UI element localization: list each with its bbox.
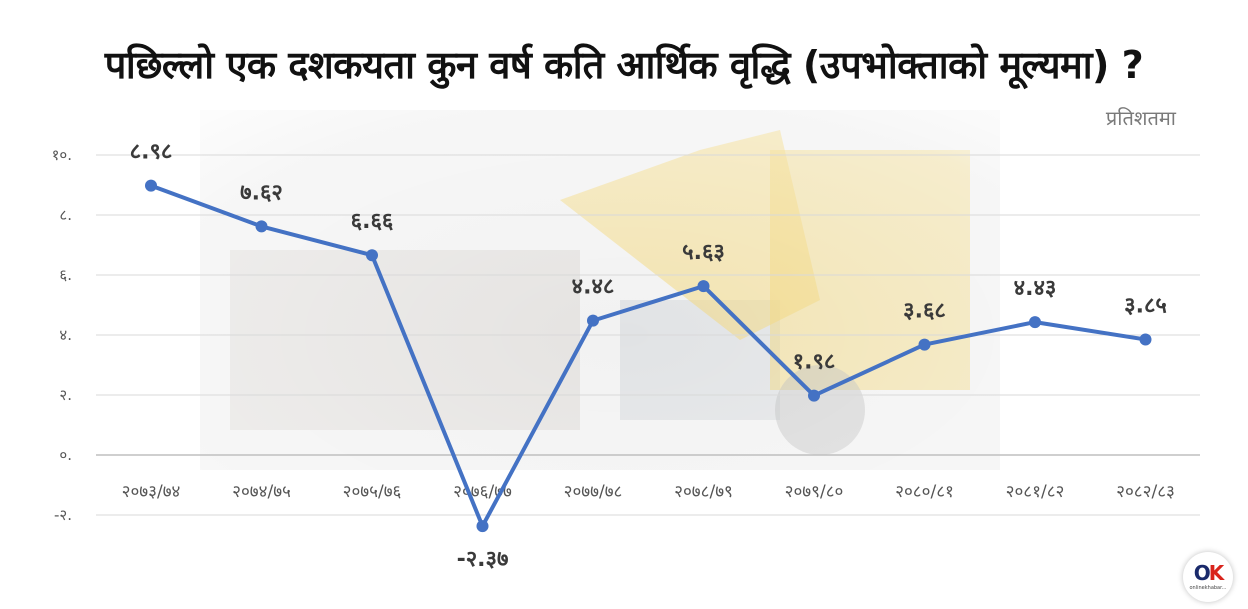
series-line [150,183,1146,529]
x-tick-label: २०८०/८१ [895,482,954,502]
data-point [697,280,710,293]
chart-title: पछिल्लो एक दशकयता कुन वर्ष कति आर्थिक वृ… [104,43,1144,87]
data-label: ८.९८ [130,140,173,165]
logo-mark-o: O [1193,561,1211,585]
data-point [476,520,489,533]
y-tick-label: -२. [54,506,72,524]
x-tick-label: २०७३/७४ [122,482,181,502]
data-label: ४.४३ [1014,276,1057,301]
data-label: ५.६३ [682,240,725,265]
data-point [255,220,268,233]
data-point [587,314,599,327]
onlinekhabar-logo: OK onlinekhabar... [1183,552,1233,602]
y-tick-label: २. [59,386,72,404]
data-points [145,179,1152,533]
x-tick-label: २०७४/७५ [232,482,291,502]
x-tick-label: २०८१/८२ [1006,482,1065,502]
y-tick-label: ८. [59,206,72,224]
y-tick-label: ६. [59,266,72,284]
logo-mark-k: K [1208,561,1224,585]
y-tick-label: १०. [52,146,72,164]
data-point [808,389,820,402]
data-label: ४.४८ [572,275,615,300]
y-tick-label: ४. [59,326,72,344]
x-tick-label: २०७९/८० [785,482,844,502]
x-tick-label: २०७५/७६ [343,482,402,502]
data-point [918,338,931,351]
data-label: ३.८५ [1124,294,1167,319]
unit-label: प्रतिशतमा [1105,106,1176,130]
data-label: -२.३७ [457,547,509,572]
data-label: ६.६६ [351,209,394,234]
data-point [1029,316,1041,329]
y-axis-ticks: १०. ८. ६. ४. २. ०. -२. [52,146,72,524]
grid-lines [96,154,1200,516]
x-axis-ticks: २०७३/७४ २०७४/७५ २०७५/७६ २०७६/७७ २०७७/७८ २०७८/… [122,482,1175,502]
data-point [366,249,378,262]
data-label: ३.६८ [903,299,946,324]
data-point [145,179,157,192]
data-labels: ८.९८ ७.६२ ६.६६ -२.३७ ४.४८ ५.६३ १.९८ ३.६८ ४.४३ ३.८… [130,140,1167,572]
y-tick-label: ०. [59,446,72,464]
data-point [1139,333,1152,346]
logo-text: onlinekhabar... [1189,585,1227,591]
data-label: १.९८ [793,350,836,375]
x-tick-label: २०७७/७८ [564,482,623,502]
data-label: ७.६२ [240,180,283,205]
x-tick-label: २०७८/७९ [674,482,733,502]
x-tick-label: २०८२/८३ [1116,482,1175,502]
